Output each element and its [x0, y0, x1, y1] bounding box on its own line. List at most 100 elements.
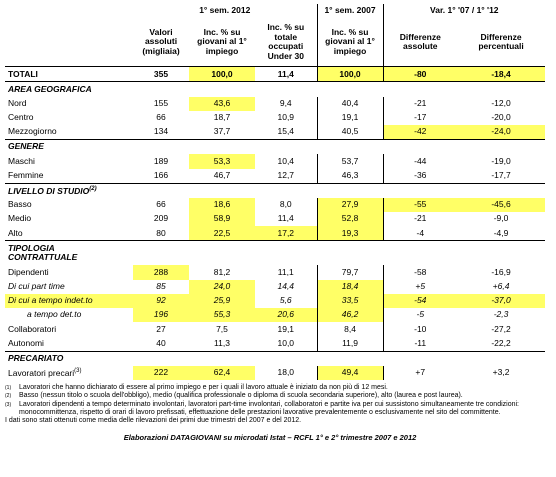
cell: 62,4 [189, 365, 255, 380]
row-label-text: Centro [8, 112, 34, 123]
cell: 11,3 [214, 337, 230, 348]
cell: 100,0 [316, 66, 384, 83]
footnote-mark: (2) [5, 393, 12, 400]
row-label-text: Dipendenti [8, 266, 49, 277]
data-row: Basso 66 18,6 8,0 27,9 -55 -45,6 [5, 197, 546, 213]
column-header: Inc. % su giovani al 1° impiego [316, 18, 384, 67]
cell: -4,9 [493, 227, 509, 238]
cell: 209 [153, 213, 169, 224]
cell: 27 [156, 323, 166, 334]
header-group-row: 1° sem. 2012 1° sem. 2007 Var. 1° '07 / … [5, 4, 546, 19]
header-group: 1° sem. 2007 [316, 4, 384, 19]
data-row: Nord 155 43,6 9,4 40,4 -21 -12,0 [5, 96, 545, 111]
header-group: Var. 1° '07 / 1° '12 [382, 4, 546, 19]
footnote-ref: (3) [74, 368, 82, 375]
cell: 19,1 [277, 323, 295, 334]
cell: 10,0 [277, 337, 295, 348]
cell: 33,5 [316, 293, 384, 308]
cell: 355 [133, 66, 189, 83]
section-row: AREA GEOGRAFICA [5, 81, 546, 97]
cell: 134 [153, 126, 169, 137]
row-label-text: Di cui a tempo indet.to [8, 295, 93, 306]
footnote-mark: (3) [5, 401, 12, 408]
cell: 92 [133, 293, 189, 308]
cell: 55,3 [189, 308, 255, 323]
row-label: Lavoratori precari(3) [5, 366, 133, 380]
row-label-text: Collaboratori [8, 323, 57, 334]
cell: -21 [382, 96, 458, 111]
data-row: Medio 209 58,9 11,4 52,8 -21 -9,0 [5, 212, 545, 227]
cell: 53,7 [316, 154, 384, 169]
section-label: TIPOLOGIA CONTRATTUALE [5, 240, 546, 266]
row-label-text: TOTALI [8, 68, 38, 79]
cell: 27,9 [316, 197, 384, 213]
cell: -19,0 [491, 155, 511, 166]
cell: 80 [156, 227, 166, 238]
cell: 17,2 [255, 226, 318, 241]
cell: -17,7 [491, 169, 511, 180]
cell: 25,9 [189, 293, 255, 308]
cell: 66 [156, 112, 166, 123]
data-row: Di cui part time 85 24,0 14,4 18,4 +5 +6,4 [5, 279, 545, 294]
data-row: TOTALI 355 100,0 11,4 100,0 -80 -18,4 [5, 66, 546, 83]
cell: 18,0 [277, 367, 295, 378]
row-label-text: a tempo det.to [27, 309, 82, 320]
cell: -54 [382, 293, 458, 308]
footnote: (1) Lavoratori che hanno dichiarato di es… [5, 384, 535, 392]
cell: -2,3 [493, 309, 509, 320]
cell: 15,4 [277, 126, 295, 137]
row-label-text: Medio [8, 213, 32, 224]
cell: -55 [382, 197, 458, 213]
row-label-text: Basso [8, 199, 32, 210]
cell: +6,4 [492, 280, 510, 291]
section-label: AREA GEOGRAFICA [5, 81, 546, 97]
column-header: Inc. % su totale occupati Under 30 [267, 22, 305, 61]
cell: 5,6 [279, 295, 292, 306]
column-header: Inc. % su giovani al 1° impiego [197, 26, 247, 56]
row-label-text: Alto [8, 227, 23, 238]
data-row: a tempo det.to 196 55,3 20,6 46,2 -5 -2,3 [5, 308, 545, 323]
row-label: Nord [5, 97, 133, 111]
data-row: Alto 80 22,5 17,2 19,3 -4 -4,9 [5, 226, 545, 241]
cell: 155 [153, 97, 169, 108]
cell: 81,2 [213, 266, 231, 277]
row-label-text: Maschi [8, 155, 35, 166]
header-group: 1° sem. 2012 [199, 5, 251, 16]
cell: -18,4 [457, 66, 546, 83]
cell: +3,2 [492, 367, 510, 378]
column-header: Valori assoluti (migliaia) [142, 26, 180, 56]
cell: -11 [382, 336, 458, 352]
cell: -9,0 [493, 213, 509, 224]
section-label: LIVELLO DI STUDIO(2) [5, 182, 546, 198]
section-text: AREA GEOGRAFICA [8, 83, 92, 94]
row-label: Mezzogiorno [5, 125, 133, 140]
data-row: Di cui a tempo indet.to 92 25,9 5,6 33,5 -54-… [5, 293, 546, 308]
cell: -22,2 [491, 337, 511, 348]
row-label: Medio [5, 212, 133, 226]
cell: 79,7 [316, 265, 384, 280]
cell: 18,6 [189, 197, 255, 213]
cell: 7,5 [216, 323, 228, 334]
cell: +5 [382, 279, 458, 294]
cell: 19,3 [316, 226, 384, 241]
cell: 9,4 [279, 97, 292, 108]
row-label: Collaboratori [5, 322, 133, 336]
cell: -44 [382, 154, 458, 169]
data-row: Mezzogiorno 134 37,7 15,4 40,5 -42 -24,0 [5, 124, 546, 140]
row-label: Autonomi [5, 336, 133, 351]
data-row: Dipendenti 288 81,2 11,1 79,7 -58 -16,9 [5, 265, 545, 280]
cell: -58 [382, 265, 458, 280]
cell: -80 [382, 66, 458, 83]
footnotes: (1) Lavoratori che hanno dichiarato di es… [5, 384, 535, 425]
footnote: (3) Lavoratori dipendenti a tempo determi… [5, 401, 535, 418]
footnote-mark: (1) [5, 384, 12, 391]
footnote-ref: (2) [89, 186, 97, 193]
cell: -36 [382, 168, 458, 184]
cell: 100,0 [189, 66, 255, 83]
section-row: TIPOLOGIA CONTRATTUALE [5, 240, 546, 266]
section-text: GENERE [8, 141, 44, 152]
cell: 10,4 [277, 155, 295, 166]
row-label-text: Di cui part time [8, 280, 65, 291]
row-label-text: Mezzogiorno [8, 126, 57, 137]
